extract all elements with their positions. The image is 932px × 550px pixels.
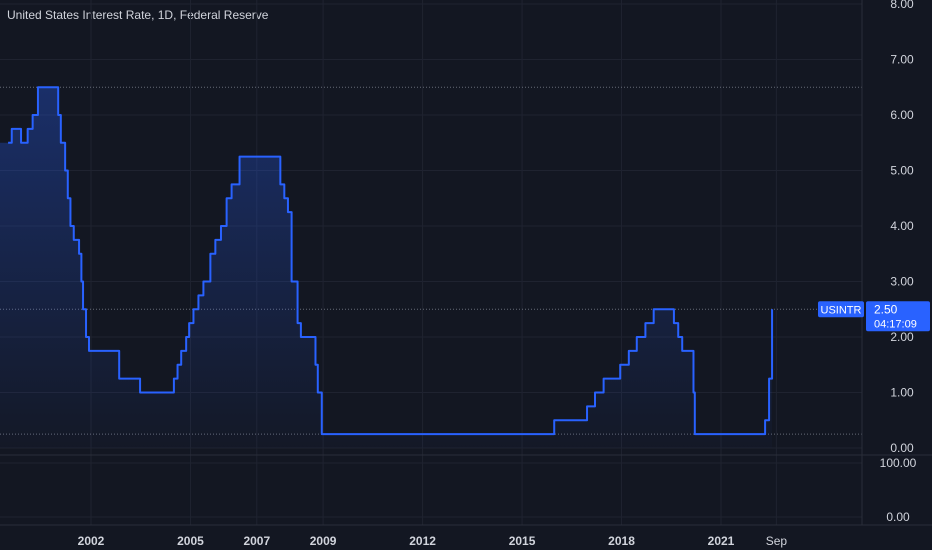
last-value-labels: USINTR 2.50 04:17:09 bbox=[818, 301, 930, 332]
time-tick-label: 2015 bbox=[509, 534, 536, 548]
time-tick-label: 2009 bbox=[310, 534, 337, 548]
time-tick-label: 2021 bbox=[708, 534, 735, 548]
price-tick-label: 1.00 bbox=[890, 386, 914, 400]
countdown-text: 04:17:09 bbox=[874, 318, 917, 330]
last-value-text: 2.50 bbox=[874, 302, 898, 316]
time-tick-label: 2012 bbox=[409, 534, 436, 548]
price-tick-label: 4.00 bbox=[890, 219, 914, 233]
price-tick-label: 0.00 bbox=[890, 441, 914, 455]
area-fill bbox=[0, 87, 773, 448]
time-tick-label: 2005 bbox=[177, 534, 204, 548]
price-tick-label: 6.00 bbox=[890, 108, 914, 122]
price-tick-label: 7.00 bbox=[890, 53, 914, 67]
time-tick-label: 2018 bbox=[608, 534, 635, 548]
volume-tick-label: 0.00 bbox=[886, 510, 910, 524]
price-tick-label: 8.00 bbox=[890, 0, 914, 11]
last-value-tag bbox=[866, 301, 930, 332]
line-path bbox=[8, 86, 774, 436]
time-tick-label: 2002 bbox=[78, 534, 105, 548]
series-line bbox=[8, 86, 774, 436]
volume-tick-label: 100.00 bbox=[880, 456, 917, 470]
area-path bbox=[0, 87, 773, 448]
chart-title: United States Interest Rate, 1D, Federal… bbox=[7, 8, 269, 22]
symbol-tag-text: USINTR bbox=[821, 304, 862, 316]
price-tick-label: 2.00 bbox=[890, 330, 914, 344]
time-tick-label: Sep bbox=[766, 534, 788, 548]
price-tick-label: 3.00 bbox=[890, 275, 914, 289]
symbol-tag bbox=[818, 301, 864, 318]
price-tick-label: 5.00 bbox=[890, 164, 914, 178]
time-tick-label: 2007 bbox=[243, 534, 270, 548]
